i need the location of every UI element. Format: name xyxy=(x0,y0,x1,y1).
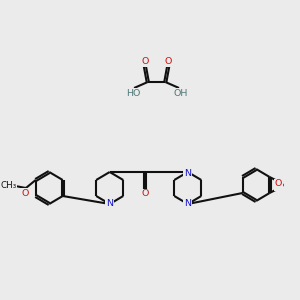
Text: O: O xyxy=(21,188,28,197)
Text: OH: OH xyxy=(174,88,188,98)
Text: O: O xyxy=(141,190,148,199)
Text: N: N xyxy=(184,169,191,178)
Text: N: N xyxy=(106,199,113,208)
Text: HO: HO xyxy=(126,88,140,98)
Text: O: O xyxy=(165,58,172,67)
Text: CH₃: CH₃ xyxy=(0,182,16,190)
Text: N: N xyxy=(184,199,191,208)
Text: O: O xyxy=(275,179,282,188)
Text: O: O xyxy=(275,182,282,190)
Text: O: O xyxy=(141,58,148,67)
